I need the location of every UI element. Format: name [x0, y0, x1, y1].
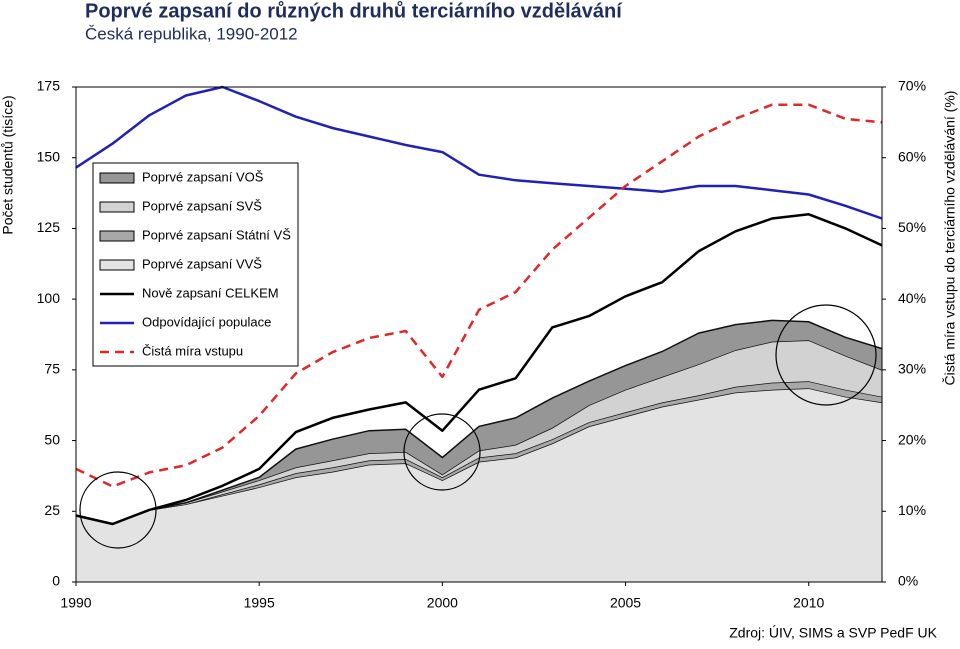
y-tick-label: 25 [44, 502, 60, 518]
legend-label: Poprvé zapsaní Státní VŠ [142, 227, 291, 242]
y-tick-label: 75 [44, 361, 60, 377]
x-tick-label: 2005 [610, 595, 641, 611]
x-tick-label: 1990 [60, 595, 91, 611]
x-tick-label: 2010 [793, 595, 824, 611]
y2-tick-label: 60% [898, 148, 926, 164]
y-axis-label: Počet studentů (tisíce) [0, 95, 16, 234]
y-tick-label: 150 [37, 148, 61, 164]
y2-tick-label: 70% [898, 78, 926, 94]
plot-frame [75, 86, 883, 583]
legend-swatch [99, 201, 135, 213]
y-tick-label: 175 [37, 78, 61, 94]
legend-label: Odpovídající populace [142, 314, 271, 329]
y2-tick-label: 0% [898, 573, 918, 589]
highlight-circle [79, 471, 157, 549]
chart-subtitle: Česká republika, 1990-2012 [85, 24, 298, 43]
line [75, 103, 883, 488]
y2-tick-label: 40% [898, 290, 926, 306]
y2-tick-label: 30% [898, 361, 926, 377]
line [75, 85, 883, 220]
y-tick-label: 0 [52, 573, 60, 589]
y-tick-label: 100 [37, 290, 61, 306]
y-tick-label: 125 [37, 219, 61, 235]
legend-label: Poprvé zapsaní SVŠ [142, 198, 262, 213]
legend-swatch [99, 172, 135, 184]
line [75, 213, 883, 526]
y2-tick-label: 10% [898, 502, 926, 518]
y2-tick-label: 50% [898, 219, 926, 235]
legend-box [92, 162, 299, 367]
area-edge [75, 319, 883, 525]
area [76, 340, 882, 524]
y2-axis-label: Čistá míra vstupu do terciárního vzděláv… [942, 91, 958, 386]
legend-swatch [99, 259, 135, 271]
legend-label: Poprvé zapsaní VVŠ [142, 256, 262, 271]
legend-label: Poprvé zapsaní VOŠ [142, 169, 264, 184]
y-tick-label: 50 [44, 431, 60, 447]
highlight-circle [775, 304, 877, 406]
y2-tick-label: 20% [898, 431, 926, 447]
area [76, 320, 882, 524]
legend-swatch [99, 230, 135, 242]
source-note: Zdroj: ÚIV, SIMS a SVP PedF UK [729, 625, 937, 641]
x-tick-label: 2000 [427, 595, 458, 611]
x-tick-label: 1995 [244, 595, 275, 611]
highlight-circle [403, 413, 481, 491]
area [76, 388, 882, 582]
legend-label: Nově zapsaní CELKEM [142, 285, 279, 300]
chart-title: Poprvé zapsaní do různých druhů terciárn… [85, 0, 623, 22]
legend-label: Čistá míra vstupu [142, 343, 243, 358]
